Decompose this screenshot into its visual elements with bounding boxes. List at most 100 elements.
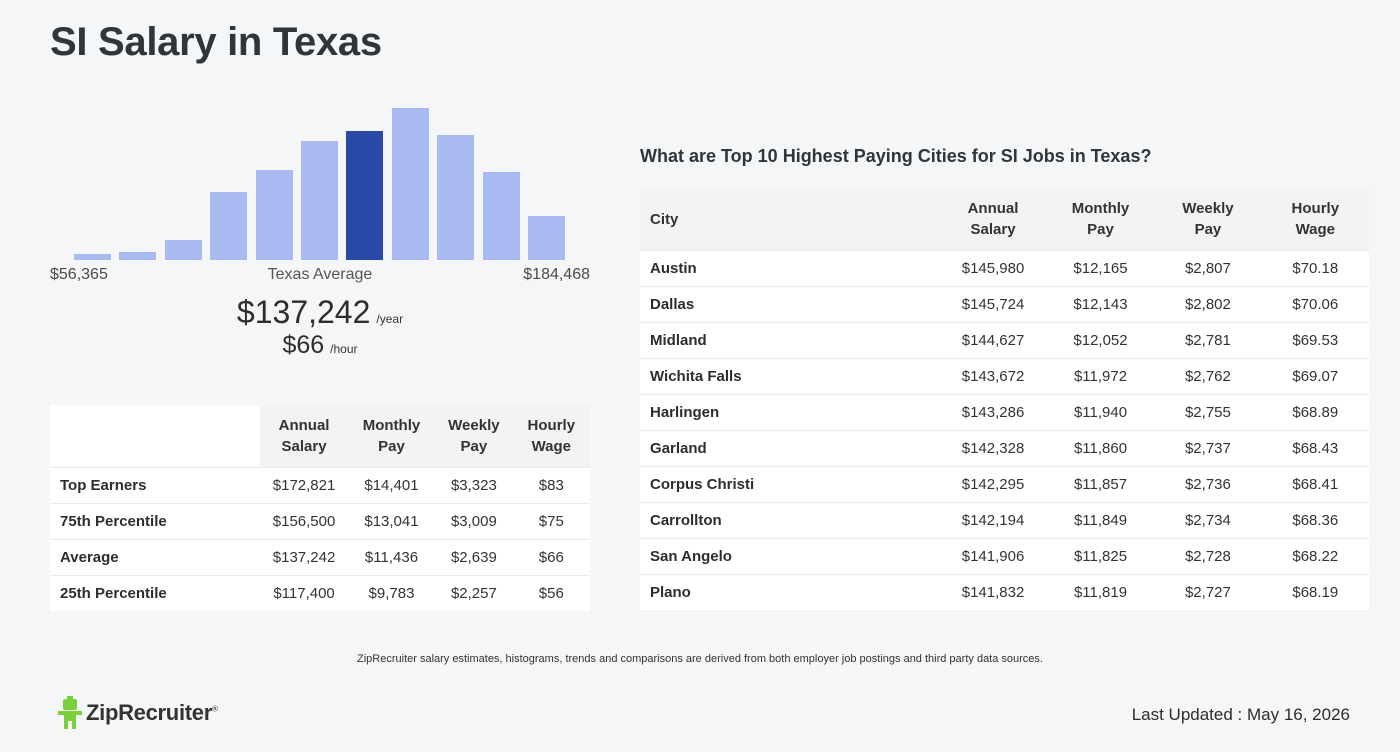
cities-header-weekly: Weekly Pay — [1154, 188, 1262, 251]
city-annual-cell: $144,627 — [939, 322, 1047, 359]
percentile-weekly-cell: $3,009 — [435, 503, 513, 540]
city-row: Garland $142,328 $11,860 $2,737 $68.43 — [640, 430, 1369, 467]
city-hourly-cell: $70.06 — [1261, 286, 1369, 323]
city-hourly-cell: $68.19 — [1261, 574, 1369, 610]
city-hourly-cell: $69.53 — [1261, 322, 1369, 359]
city-annual-cell: $145,724 — [939, 286, 1047, 323]
city-weekly-cell: $2,734 — [1154, 502, 1262, 539]
cities-header-hourly: Hourly Wage — [1261, 188, 1369, 251]
city-hourly-cell: $68.36 — [1261, 502, 1369, 539]
percentile-header-weekly: Weekly Pay — [435, 405, 513, 468]
page-title: SI Salary in Texas — [50, 20, 382, 64]
city-row: Corpus Christi $142,295 $11,857 $2,736 $68.4… — [640, 466, 1369, 503]
city-row: Wichita Falls $143,672 $11,972 $2,762 $69.07 — [640, 358, 1369, 395]
city-hourly-cell: $68.89 — [1261, 394, 1369, 431]
histogram-bar — [74, 254, 111, 260]
percentile-weekly-cell: $2,639 — [435, 539, 513, 576]
percentile-row: Average $137,242 $11,436 $2,639 $66 — [50, 539, 590, 576]
city-monthly-cell: $12,165 — [1046, 250, 1155, 287]
histogram-bar — [482, 172, 520, 260]
percentile-annual-cell: $137,242 — [260, 539, 348, 576]
cities-table-header: City Annual Salary Monthly Pay Weekly Pay H… — [640, 188, 1369, 251]
city-name-cell: Austin — [640, 250, 940, 287]
histogram-bar — [528, 216, 565, 260]
ziprecruiter-logo-text: ZipRecruiter® — [86, 700, 218, 725]
city-hourly-cell: $70.18 — [1261, 250, 1369, 287]
percentile-weekly-cell: $3,323 — [435, 467, 513, 504]
percentile-annual-cell: $156,500 — [260, 503, 348, 540]
last-updated: Last Updated : May 16, 2026 — [1131, 705, 1350, 724]
histogram-bar — [210, 192, 248, 260]
average-annual-salary: $137,242/year — [50, 294, 590, 331]
percentile-row-label: 75th Percentile — [50, 503, 261, 540]
city-annual-cell: $143,672 — [939, 358, 1047, 395]
ziprecruiter-logo[interactable]: ZipRecruiter® — [58, 695, 218, 731]
percentile-monthly-cell: $9,783 — [347, 575, 436, 611]
percentile-hourly-cell: $56 — [512, 575, 590, 611]
city-monthly-cell: $11,819 — [1046, 574, 1155, 610]
histogram-bar — [119, 252, 157, 260]
city-monthly-cell: $11,825 — [1046, 538, 1155, 575]
city-weekly-cell: $2,755 — [1154, 394, 1262, 431]
city-weekly-cell: $2,737 — [1154, 430, 1262, 467]
city-name-cell: Garland — [640, 430, 940, 467]
city-name-cell: San Angelo — [640, 538, 940, 575]
percentile-header-hourly: Hourly Wage — [512, 405, 590, 468]
city-hourly-cell: $68.41 — [1261, 466, 1369, 503]
percentile-annual-cell: $117,400 — [260, 575, 348, 611]
city-annual-cell: $141,832 — [939, 574, 1047, 610]
city-row: Dallas $145,724 $12,143 $2,802 $70.06 — [640, 286, 1369, 323]
percentile-hourly-cell: $75 — [512, 503, 590, 540]
percentile-monthly-cell: $11,436 — [347, 539, 436, 576]
city-name-cell: Midland — [640, 322, 940, 359]
city-row: Harlingen $143,286 $11,940 $2,755 $68.89 — [640, 394, 1369, 431]
percentile-row-label: Top Earners — [50, 467, 261, 504]
percentile-row: 25th Percentile $117,400 $9,783 $2,257 $56 — [50, 575, 590, 611]
average-hourly-wage: $66/hour — [50, 331, 590, 360]
city-monthly-cell: $12,143 — [1046, 286, 1155, 323]
city-row: San Angelo $141,906 $11,825 $2,728 $68.22 — [640, 538, 1369, 575]
cities-header-annual: Annual Salary — [939, 188, 1047, 251]
average-annual-value: $137,242 — [236, 294, 371, 330]
city-name-cell: Carrollton — [640, 502, 940, 539]
percentile-hourly-cell: $66 — [512, 539, 590, 576]
city-monthly-cell: $11,972 — [1046, 358, 1155, 395]
city-row: Midland $144,627 $12,052 $2,781 $69.53 — [640, 322, 1369, 359]
city-name-cell: Harlingen — [640, 394, 940, 431]
percentile-monthly-cell: $13,041 — [347, 503, 436, 540]
city-name-cell: Plano — [640, 574, 940, 610]
city-monthly-cell: $11,860 — [1046, 430, 1155, 467]
average-annual-unit: /year — [376, 312, 404, 326]
top-cities-table: City Annual Salary Monthly Pay Weekly Pay H… — [640, 188, 1369, 610]
percentile-row: 75th Percentile $156,500 $13,041 $3,009 $75 — [50, 503, 590, 540]
percentile-header-monthly: Monthly Pay — [347, 405, 436, 468]
histogram-bar — [255, 170, 293, 260]
percentile-row-label: Average — [50, 539, 261, 576]
city-name-cell: Corpus Christi — [640, 466, 940, 503]
city-hourly-cell: $68.22 — [1261, 538, 1369, 575]
percentile-table-header: Annual Salary Monthly Pay Weekly Pay Hourly… — [50, 405, 590, 468]
city-weekly-cell: $2,727 — [1154, 574, 1262, 610]
percentile-table: Annual Salary Monthly Pay Weekly Pay Hourly… — [50, 405, 590, 611]
city-annual-cell: $141,906 — [939, 538, 1047, 575]
histogram-min-label: $56,365 — [50, 266, 108, 283]
histogram-bar-average — [346, 131, 384, 260]
registered-mark: ® — [211, 704, 218, 714]
top-cities-heading: What are Top 10 Highest Paying Cities fo… — [640, 146, 1152, 166]
percentile-row-label: 25th Percentile — [50, 575, 261, 611]
city-hourly-cell: $68.43 — [1261, 430, 1369, 467]
city-weekly-cell: $2,802 — [1154, 286, 1262, 323]
city-annual-cell: $145,980 — [939, 250, 1047, 287]
city-weekly-cell: $2,807 — [1154, 250, 1262, 287]
city-row: Plano $141,832 $11,819 $2,727 $68.19 — [640, 574, 1369, 610]
city-weekly-cell: $2,728 — [1154, 538, 1262, 575]
city-name-cell: Dallas — [640, 286, 940, 323]
ziprecruiter-mascot-icon — [58, 696, 82, 730]
city-annual-cell: $143,286 — [939, 394, 1047, 431]
city-weekly-cell: $2,762 — [1154, 358, 1262, 395]
histogram-bar — [164, 240, 202, 260]
average-hourly-unit: /hour — [330, 342, 358, 356]
city-row: Carrollton $142,194 $11,849 $2,734 $68.36 — [640, 502, 1369, 539]
data-disclaimer: ZipRecruiter salary estimates, histogram… — [357, 653, 1043, 665]
city-monthly-cell: $11,940 — [1046, 394, 1155, 431]
